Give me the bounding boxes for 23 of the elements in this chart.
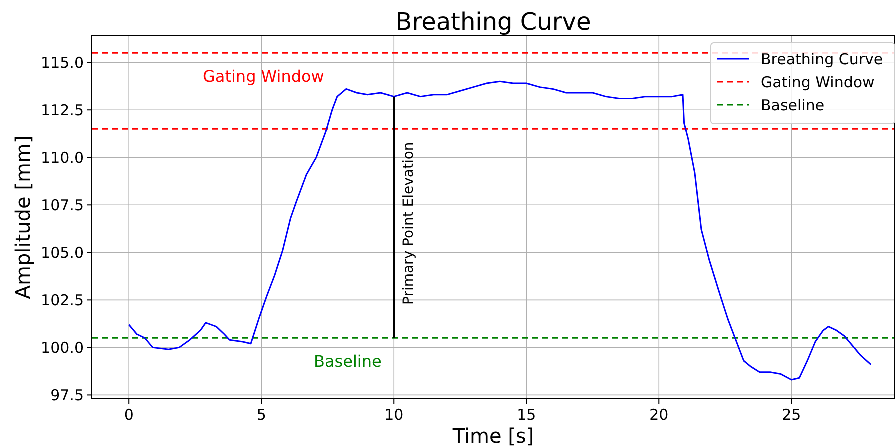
x-tick-label: 5 [256,406,266,424]
y-tick-label: 100.0 [41,338,84,357]
x-tick-label: 25 [782,406,802,424]
x-tick-label: 10 [384,406,404,424]
legend-label: Baseline [761,96,825,114]
y-tick-label: 102.5 [41,291,84,310]
annotation: Gating Window [203,67,324,86]
y-tick-label: 110.0 [41,148,84,167]
y-tick-label: 105.0 [41,244,84,262]
y-tick-label: 107.5 [41,196,84,214]
x-tick-label: 15 [517,406,536,424]
y-tick-label: 112.5 [41,101,84,120]
legend-label: Breathing Curve [761,50,884,68]
y-axis-title: Amplitude [mm] [11,136,35,300]
chart-title: Breathing Curve [396,8,592,36]
annotation: Primary Point Elevation [401,142,417,305]
y-tick-label: 97.5 [50,386,84,404]
y-tick-label: 115.0 [41,54,84,72]
x-tick-label: 20 [650,406,669,424]
annotation: Baseline [314,352,382,371]
x-axis-title: Time [s] [452,424,534,448]
x-tick-label: 0 [124,406,134,424]
legend-label: Gating Window [761,73,875,92]
